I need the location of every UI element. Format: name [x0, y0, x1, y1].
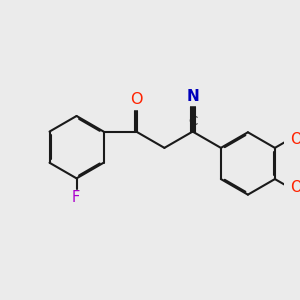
Text: O: O [290, 180, 300, 195]
Text: O: O [290, 132, 300, 147]
Text: F: F [72, 190, 80, 205]
Text: O: O [130, 92, 142, 107]
Text: N: N [186, 89, 199, 104]
Text: C: C [189, 115, 198, 128]
